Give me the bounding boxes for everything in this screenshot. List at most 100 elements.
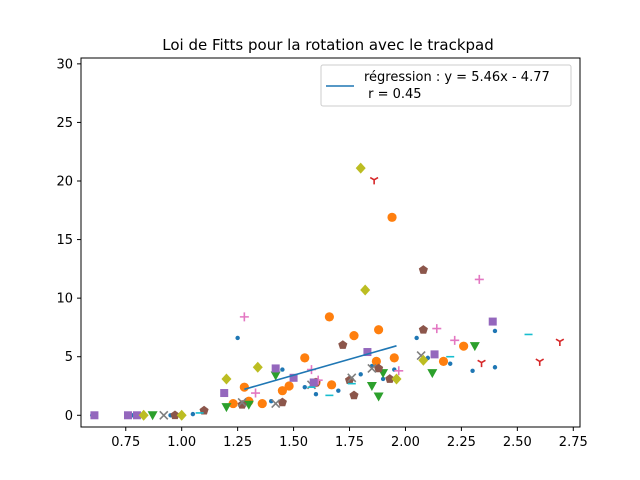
x-tick-label: 1.75 (335, 435, 364, 450)
data-point (418, 265, 428, 274)
data-point (243, 400, 254, 410)
data-point (430, 350, 439, 359)
data-point (228, 398, 238, 409)
data-point (438, 356, 449, 366)
data-point (373, 392, 384, 402)
data-point (176, 409, 187, 421)
data-point (309, 378, 318, 387)
data-point (414, 335, 419, 341)
legend-label: régression : y = 5.46x - 4.77 (364, 70, 550, 85)
data-point (418, 354, 429, 366)
y-tick-label: 5 (65, 350, 73, 365)
data-point (220, 389, 229, 398)
data-point (190, 411, 196, 417)
data-point (363, 348, 372, 357)
data-point (380, 376, 386, 382)
data-point (349, 331, 359, 341)
x-tick-label: 1.00 (167, 435, 196, 450)
data-point (289, 373, 298, 382)
data-point (555, 338, 565, 346)
data-point (374, 325, 384, 335)
data-point (349, 390, 359, 400)
data-point (358, 372, 363, 377)
legend-sublabel: r = 0.45 (364, 87, 422, 102)
data-point (336, 388, 341, 393)
y-tick-label: 25 (56, 116, 73, 131)
data-point (239, 382, 249, 392)
data-point (488, 317, 497, 326)
data-point (387, 212, 397, 222)
data-point (123, 411, 132, 420)
data-point (237, 399, 247, 409)
data-point (327, 380, 337, 390)
data-point (277, 397, 287, 407)
data-point (360, 284, 371, 296)
data-point (170, 410, 180, 420)
data-point (492, 328, 498, 334)
data-point (418, 324, 428, 334)
data-point (369, 176, 379, 185)
data-point (389, 353, 399, 363)
data-point (394, 366, 404, 376)
y-tick-label: 30 (56, 57, 73, 72)
data-point (277, 386, 287, 396)
x-tick-label: 1.25 (223, 435, 252, 450)
data-point (271, 364, 280, 373)
data-point (492, 365, 498, 370)
y-tick-label: 10 (56, 292, 73, 307)
axes: 0.75 1.00 1.25 1.50 1.75 2.00 2.25 2.50 2.75 0 5 10… (56, 57, 587, 450)
data-point (450, 335, 460, 345)
x-tick-label: 2.00 (391, 435, 420, 450)
data-point (385, 374, 395, 383)
data-point (251, 388, 261, 398)
data-point (159, 410, 169, 420)
legend-box (320, 64, 572, 107)
data-point (324, 312, 334, 322)
data-point (239, 312, 249, 322)
data-point (448, 361, 453, 366)
data-point (138, 409, 149, 421)
x-tick-label: 1.50 (279, 435, 308, 450)
data-point (257, 398, 267, 409)
x-tick-label: 2.75 (559, 435, 588, 450)
data-point (391, 373, 402, 385)
data-point (271, 399, 281, 409)
data-point (474, 274, 484, 284)
data-point (132, 411, 141, 420)
x-tick-label: 0.75 (111, 435, 140, 450)
data-point (477, 359, 486, 368)
data-point (347, 373, 357, 383)
data-point (432, 324, 442, 334)
data-point (237, 397, 247, 407)
x-tick-label: 2.25 (447, 435, 476, 450)
data-point (221, 403, 232, 413)
data-point (427, 369, 438, 379)
data-point (147, 411, 158, 421)
y-tick-label: 20 (56, 175, 73, 190)
data-point (280, 367, 285, 372)
data-point (470, 368, 475, 373)
data-point (338, 340, 348, 349)
y-tick-label: 15 (56, 233, 73, 248)
data-point (374, 363, 384, 373)
data-point (302, 384, 307, 390)
legend: régression : y = 5.46x - 4.77 r = 0.45 (320, 64, 572, 107)
chart-title: Loi de Fitts pour la rotation avec le tr… (162, 36, 494, 54)
x-tick-label: 2.50 (503, 435, 532, 450)
data-point (367, 363, 377, 373)
data-point (252, 361, 263, 373)
data-point (300, 353, 310, 363)
data-point (469, 342, 480, 352)
data-point (270, 371, 281, 381)
data-point (366, 382, 377, 391)
data-point (459, 341, 469, 351)
plot-frame (80, 57, 581, 428)
y-tick-label: 0 (65, 409, 73, 424)
data-point (90, 411, 99, 420)
regression-line (244, 345, 397, 391)
data-point (284, 381, 294, 391)
data-point (235, 335, 240, 341)
data-point (355, 162, 366, 174)
data-point (535, 358, 545, 366)
